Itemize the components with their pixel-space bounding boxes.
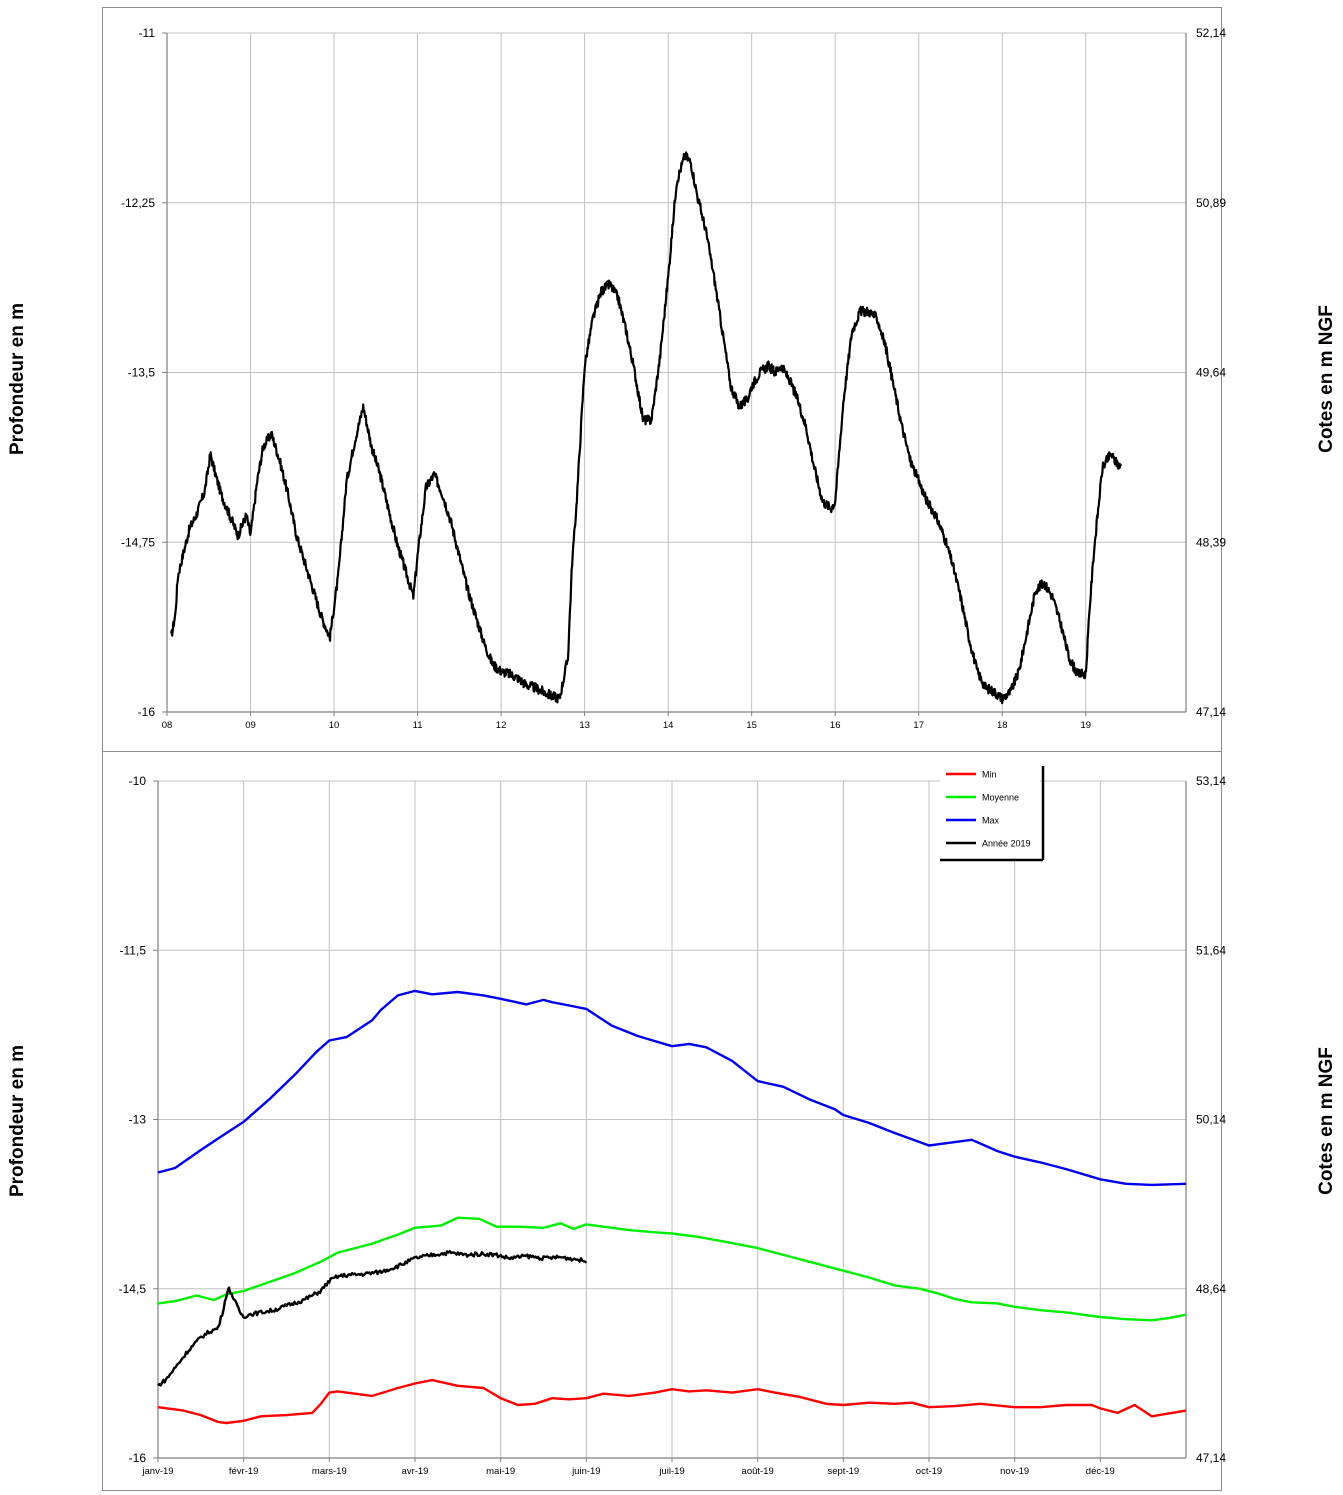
series-line-annee xyxy=(157,1250,588,1387)
x-tick-label: juil-19 xyxy=(658,1466,684,1477)
x-tick-label: 17 xyxy=(913,720,924,731)
y2-tick-label: 47,14 xyxy=(1196,705,1226,719)
legend: Min Moyenne Max Année 2019 xyxy=(940,766,1045,862)
series-line-moyenne xyxy=(157,1216,1187,1322)
x-tick-label: 10 xyxy=(329,720,340,731)
x-tick-label: 13 xyxy=(579,720,590,731)
x-tick-label: juin-19 xyxy=(571,1466,601,1477)
y2-tick-label: 53,14 xyxy=(1196,774,1226,788)
x-tick-label: mai-19 xyxy=(486,1466,515,1477)
x-tick-label: 09 xyxy=(245,720,256,731)
y2-tick-label: 48,64 xyxy=(1196,1282,1226,1296)
x-tick-label: août-19 xyxy=(742,1466,774,1477)
y-tick-label: -14,5 xyxy=(119,1282,147,1296)
series-line-max xyxy=(157,989,1187,1187)
y-tick-label: -12,25 xyxy=(121,196,155,210)
x-tick-label: févr-19 xyxy=(229,1466,259,1477)
x-tick-label: mars-19 xyxy=(312,1466,347,1477)
y2-tick-label: 47,14 xyxy=(1196,1451,1226,1465)
x-tick-label: 14 xyxy=(663,720,674,731)
y-tick-label: -11,5 xyxy=(120,943,147,957)
x-tick-label: déc-19 xyxy=(1086,1466,1115,1477)
y2-tick-label: 50,14 xyxy=(1196,1113,1226,1127)
series-line-water-level xyxy=(170,151,1122,705)
legend-label-annee: Année 2019 xyxy=(982,839,1031,849)
x-tick-label: 16 xyxy=(830,720,841,731)
legend-label-moyenne: Moyenne xyxy=(982,793,1019,803)
y2-tick-label: 49,64 xyxy=(1196,366,1226,380)
x-tick-label: 08 xyxy=(162,720,173,731)
x-tick-label: 11 xyxy=(413,720,423,731)
y-tick-label: -14,75 xyxy=(121,535,155,549)
x-tick-label: nov-19 xyxy=(1000,1466,1029,1477)
y-tick-label: -16 xyxy=(138,705,156,719)
y-tick-label: -10 xyxy=(129,774,147,788)
y2-tick-label: 52,14 xyxy=(1196,26,1226,40)
figure-frame xyxy=(102,7,1222,1491)
legend-label-max: Max xyxy=(982,816,1000,826)
x-tick-label: oct-19 xyxy=(916,1466,942,1477)
x-tick-label: 18 xyxy=(997,720,1008,731)
legend-label-min: Min xyxy=(982,770,997,780)
x-tick-label: 19 xyxy=(1080,720,1091,731)
yearly-stats-chart: -10 53,14 -11,5 51,64 -13 50,14 -14,5 48,64 -16 4… xyxy=(119,766,1226,1477)
historical-depth-chart: -11 52,14 -12,25 50,89 -13,5 49,64 -14,75 48,39… xyxy=(121,26,1226,731)
y2-tick-label: 51,64 xyxy=(1196,943,1226,957)
y-tick-label: -13 xyxy=(129,1113,147,1127)
y2-tick-label: 48,39 xyxy=(1196,535,1226,549)
x-tick-label: avr-19 xyxy=(402,1466,429,1477)
y-tick-label: -11 xyxy=(139,26,156,40)
series-line-min xyxy=(157,1378,1187,1425)
x-tick-label: janv-19 xyxy=(141,1466,173,1477)
y-tick-label: -13,5 xyxy=(128,366,156,380)
chart-divider xyxy=(102,751,1222,752)
y-tick-label: -16 xyxy=(129,1451,147,1465)
y2-tick-label: 50,89 xyxy=(1196,196,1226,210)
x-tick-label: 12 xyxy=(496,720,507,731)
x-tick-label: sept-19 xyxy=(827,1466,859,1477)
x-tick-label: 15 xyxy=(746,720,757,731)
